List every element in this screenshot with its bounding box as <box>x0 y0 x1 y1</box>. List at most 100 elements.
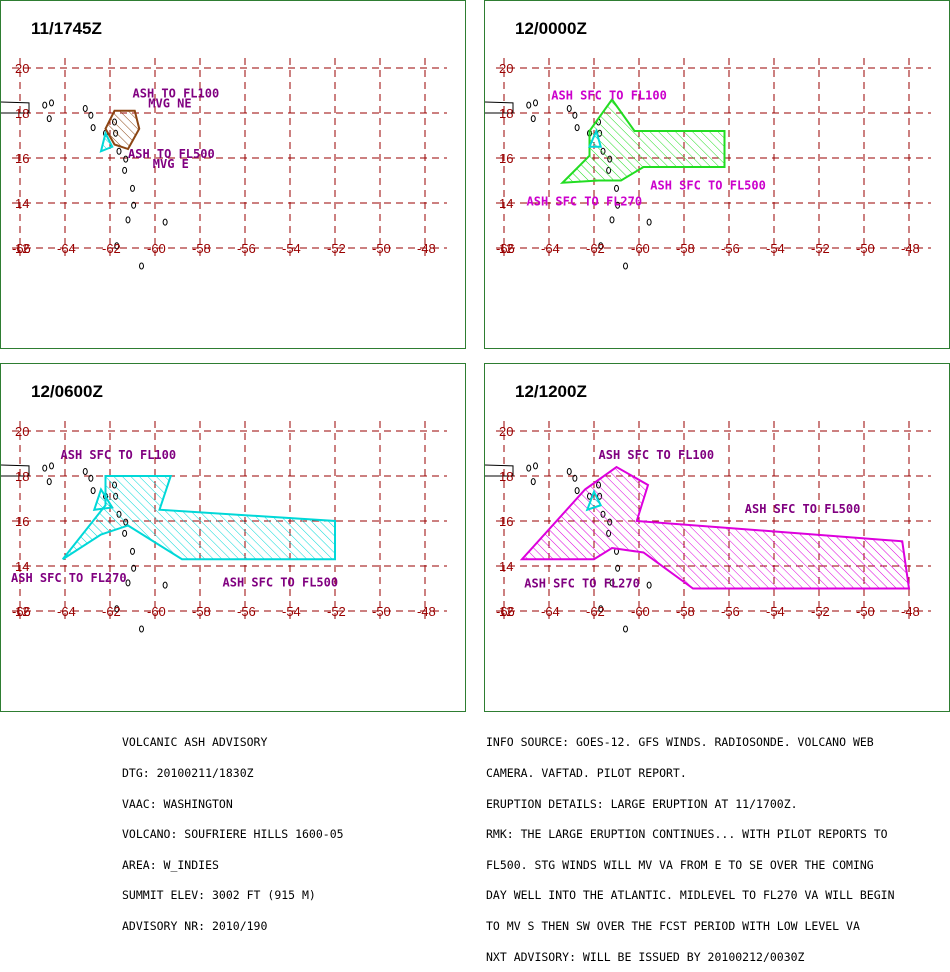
latitude-tick-label: 16 <box>15 514 29 529</box>
longitude-tick-label: -58 <box>192 604 211 619</box>
longitude-tick-label: -56 <box>237 241 256 256</box>
latitude-tick-label: 16 <box>499 514 513 529</box>
longitude-tick-label: -48 <box>901 241 920 256</box>
longitude-tick-label: -52 <box>811 241 830 256</box>
ash-area-polygon <box>61 475 336 561</box>
advisory-line: VAAC: WASHINGTON <box>122 796 233 811</box>
lat-lon-grid <box>496 58 931 256</box>
longitude-tick-label: -66 <box>12 241 31 256</box>
island-outline <box>646 581 652 589</box>
island-outline <box>566 105 572 112</box>
longitude-tick-label: -62 <box>102 241 121 256</box>
longitude-tick-label: -56 <box>237 604 256 619</box>
island-outline <box>598 242 604 250</box>
ash-area-label: ASH SFC TO FL100 <box>61 448 177 462</box>
longitude-tick-label: -48 <box>901 604 920 619</box>
map-canvas-2: -66 -64 -62 -60 -58 -56 -54 -52 -50 -48 20 18 16 14 12… <box>485 58 931 270</box>
longitude-tick-label: -60 <box>631 604 650 619</box>
forecast-panel-3: -66 -64 -62 -60 -58 -56 -54 -52 -50 -48 20 18 16 14 12… <box>0 363 466 712</box>
longitude-tick-label: -48 <box>417 241 436 256</box>
latitude-tick-label: 20 <box>499 61 513 76</box>
island-outline <box>42 464 48 472</box>
panel-title-2: 12/0000Z <box>515 19 587 38</box>
island-outline <box>574 124 580 132</box>
island-outline <box>131 201 137 209</box>
latitude-tick-label: 20 <box>499 424 513 439</box>
island-outline <box>530 478 536 486</box>
latitude-tick-label: 20 <box>15 424 29 439</box>
advisory-line: AREA: W_INDIES <box>122 857 219 872</box>
island-outline <box>130 184 135 192</box>
advisory-line: VOLCANIC ASH ADVISORY <box>122 735 268 750</box>
latitude-tick-label: 16 <box>499 151 513 166</box>
island-outline <box>49 99 54 107</box>
longitude-tick-label: -54 <box>766 241 785 256</box>
ash-area-label: ASH SFC TO FL270 <box>11 571 127 585</box>
panel-title-4: 12/1200Z <box>515 382 587 401</box>
longitude-tick-label: -64 <box>541 241 560 256</box>
island-outline <box>123 155 129 163</box>
advisory-line: SUMMIT ELEV: 3002 FT (915 M) <box>122 888 316 903</box>
panel-title-1: 11/1745Z <box>31 19 102 38</box>
island-outline <box>572 474 578 482</box>
forecast-panel-1: -66 -64 -62 -60 -58 -56 -54 -52 -50 -48 20 18 16 14 12… <box>0 0 466 349</box>
island-outline <box>116 147 122 155</box>
longitude-tick-label: -54 <box>282 241 301 256</box>
island-outline <box>623 625 628 633</box>
island-outline <box>615 201 621 209</box>
island-outline <box>88 474 94 482</box>
ash-area-label: ASH SFC TO FL100 <box>551 89 667 103</box>
longitude-tick-label: -52 <box>811 604 830 619</box>
island-outline <box>615 564 621 572</box>
island-outline <box>485 101 514 114</box>
latitude-tick-label: 16 <box>15 151 29 166</box>
longitude-tick-label: -62 <box>102 604 121 619</box>
ash-area-polygon <box>104 109 141 151</box>
panel-title-3: 12/0600Z <box>31 382 103 401</box>
longitude-tick-label: -64 <box>57 604 76 619</box>
advisory-line: ADVISORY NR: 2010/190 <box>122 919 268 934</box>
remark-line: TO MV S THEN SW OVER THE FCST PERIOD WIT… <box>486 919 860 934</box>
island-outline <box>162 581 168 589</box>
remark-line: INFO SOURCE: GOES-12. GFS WINDS. RADIOSO… <box>486 735 874 750</box>
ash-area-label: ASH SFC TO FL500 <box>745 502 861 516</box>
longitude-tick-label: -66 <box>12 604 31 619</box>
longitude-tick-label: -58 <box>676 241 695 256</box>
latitude-tick-label: 12 <box>15 604 29 619</box>
island-outline <box>609 216 615 224</box>
remark-line: FL500. STG WINDS WILL MV VA FROM E TO SE… <box>486 857 874 872</box>
island-outline <box>130 547 135 555</box>
latitude-tick-label: 14 <box>15 196 29 211</box>
ash-area-label: ASH SFC TO FL270 <box>524 576 640 590</box>
island-outline <box>533 462 538 470</box>
ash-area-polygon <box>519 465 911 590</box>
island-outline <box>139 262 144 270</box>
map-canvas-3: -66 -64 -62 -60 -58 -56 -54 -52 -50 -48 20 18 16 14 12… <box>1 421 447 633</box>
longitude-tick-label: -50 <box>372 241 391 256</box>
latitude-tick-label: 12 <box>499 604 513 619</box>
longitude-tick-label: -56 <box>721 241 740 256</box>
ash-area-polygon <box>559 97 726 184</box>
ash-area-label: MVG NE <box>148 96 191 110</box>
island-outline <box>623 262 628 270</box>
ash-area-polygon <box>585 489 603 512</box>
axis-labels: -66 -64 -62 -60 -58 -56 -54 -52 -50 -48 20 18 16 14 12 <box>496 61 920 256</box>
island-outline <box>42 101 48 109</box>
island-outline <box>598 605 604 613</box>
longitude-tick-label: -64 <box>541 604 560 619</box>
island-outline <box>162 218 168 226</box>
ash-area-label: ASH SFC TO FL100 <box>599 448 715 462</box>
advisory-line: DTG: 20100211/1830Z <box>122 766 254 781</box>
ash-area-label: ASH SFC TO FL270 <box>527 194 643 208</box>
longitude-tick-label: -62 <box>586 241 605 256</box>
island-outline <box>614 184 619 192</box>
longitude-tick-label: -60 <box>147 241 166 256</box>
latitude-tick-label: 14 <box>15 559 29 574</box>
map-canvas-1: -66 -64 -62 -60 -58 -56 -54 -52 -50 -48 20 18 16 14 12… <box>1 58 447 270</box>
longitude-tick-label: -58 <box>676 604 695 619</box>
forecast-panel-4: -66 -64 -62 -60 -58 -56 -54 -52 -50 -48 20 18 16 14 12… <box>484 363 950 712</box>
longitude-tick-label: -60 <box>631 241 650 256</box>
island-outline <box>609 579 615 587</box>
longitude-tick-label: -52 <box>327 604 346 619</box>
longitude-tick-label: -62 <box>586 604 605 619</box>
